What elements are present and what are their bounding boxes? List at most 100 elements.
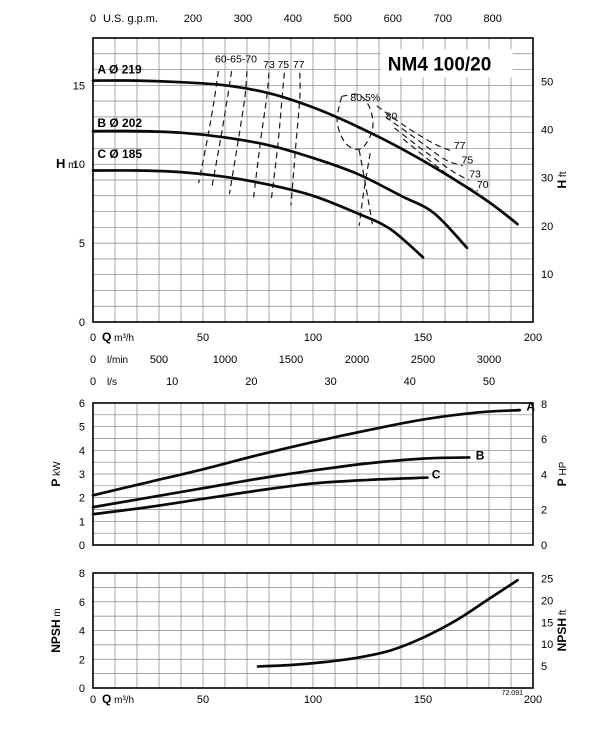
label-part: m³/h <box>111 695 134 706</box>
top-tick-label: 700 <box>434 13 452 25</box>
bottom-axis-unit: l/s <box>107 377 117 388</box>
left-tick-label: 0 <box>79 317 85 329</box>
left-tick-label: 10 <box>73 159 85 171</box>
bottom-axis-unit: Q m³/h <box>102 330 134 344</box>
head-curve-B <box>91 129 469 250</box>
curve-annotation: 75 <box>277 59 289 71</box>
bottom-tick-label: 2000 <box>345 354 369 366</box>
left-tick-label: 6 <box>79 398 85 410</box>
left-tick-label: 5 <box>79 238 85 250</box>
bottom-tick-label: 150 <box>414 332 432 344</box>
efficiency-curve-75-right <box>385 116 463 167</box>
right-tick-label: 0 <box>541 540 547 552</box>
curve-annotation: C Ø 185 <box>97 147 142 161</box>
top-tick-label: 500 <box>334 13 352 25</box>
bottom-tick-label: 100 <box>304 694 322 706</box>
right-axis-title: NPSH ft <box>555 609 569 651</box>
bottom-tick-label: 2500 <box>411 354 435 366</box>
bottom-tick-label: 40 <box>404 376 416 388</box>
head-curve-C <box>91 169 425 259</box>
efficiency-curve-73-right <box>394 127 470 181</box>
curve-annotation: 73 <box>263 59 275 71</box>
right-tick-label: 20 <box>541 221 553 233</box>
top-tick-label: 800 <box>484 13 502 25</box>
right-tick-label: 30 <box>541 173 553 185</box>
bottom-tick-label: 1500 <box>279 354 303 366</box>
top-tick-label: 0 <box>90 13 96 25</box>
efficiency-curve-60 <box>198 71 219 184</box>
right-tick-label: 50 <box>541 77 553 89</box>
left-tick-label: 5 <box>79 422 85 434</box>
head-plot-border <box>92 37 534 323</box>
label-part: H <box>555 180 569 189</box>
right-tick-label: 2 <box>541 505 547 517</box>
bottom-tick-label: 100 <box>304 332 322 344</box>
npsh-plot-border <box>92 572 534 689</box>
left-tick-label: 0 <box>79 683 85 695</box>
efficiency-curve-77-right <box>376 105 455 153</box>
bottom-tick-label: 20 <box>245 376 257 388</box>
left-tick-label: 2 <box>79 493 85 505</box>
left-axis-title: H m <box>56 156 77 171</box>
label-part: m³/h <box>111 333 134 344</box>
efficiency-curve-65 <box>211 71 233 188</box>
bottom-axis-unit: l/min <box>107 355 128 366</box>
curve-annotation: 77 <box>293 59 305 71</box>
bottom-tick-label: 30 <box>324 376 336 388</box>
label-part: l/min <box>107 355 128 366</box>
bottom-tick-label: 0 <box>90 376 96 388</box>
curve-annotation: C <box>432 468 441 482</box>
left-axis-title: NPSH m <box>49 608 63 652</box>
right-tick-label: 10 <box>541 269 553 281</box>
curve-annotation: 80 <box>386 110 398 122</box>
efficiency-curve-73 <box>253 72 270 198</box>
bottom-tick-label: 50 <box>483 376 495 388</box>
npsh-grid <box>92 572 534 689</box>
label-part: P <box>555 478 569 486</box>
left-tick-label: 8 <box>79 568 85 580</box>
bottom-tick-label: 50 <box>197 694 209 706</box>
bottom-tick-label: 500 <box>150 354 168 366</box>
curve-annotation: 70 <box>477 179 489 191</box>
label-part: P <box>49 479 63 487</box>
curve-annotation: B Ø 202 <box>97 116 142 130</box>
label-part: Q <box>102 692 111 706</box>
label-part: Q <box>102 330 111 344</box>
curve-annotation: 77 <box>454 140 466 152</box>
curve-annotation: A <box>526 400 535 414</box>
left-tick-label: 6 <box>79 597 85 609</box>
top-tick-label: 200 <box>184 13 202 25</box>
right-tick-label: 20 <box>541 595 553 607</box>
right-axis-title: H ft <box>555 171 569 188</box>
efficiency-curve-70 <box>228 71 248 195</box>
npsh-curve-NPSH <box>256 578 519 668</box>
label-part: ft <box>558 609 569 618</box>
left-tick-label: 3 <box>79 469 85 481</box>
label-part: ft <box>558 171 569 180</box>
curve-annotation: 60-65-70 <box>215 53 257 65</box>
bottom-tick-label: 10 <box>166 376 178 388</box>
efficiency-curve-77 <box>290 72 301 206</box>
power-curve-C <box>91 476 429 516</box>
right-tick-label: 4 <box>541 469 547 481</box>
power-curve-A <box>91 408 522 497</box>
right-tick-label: 5 <box>541 661 547 673</box>
bottom-tick-label: 200 <box>524 694 542 706</box>
right-tick-label: 6 <box>541 434 547 446</box>
top-axis-unit: U.S. g.p.m. <box>103 13 158 25</box>
label-part: m <box>52 608 63 619</box>
left-tick-label: 4 <box>79 445 85 457</box>
pump-model-title: NM4 100/20 <box>388 54 492 75</box>
bottom-tick-label: 0 <box>90 354 96 366</box>
right-axis-title: P HP <box>555 461 569 486</box>
curve-annotation: 73 <box>469 169 481 181</box>
left-tick-label: 4 <box>79 626 85 638</box>
label-part: H <box>56 156 65 171</box>
bottom-tick-label: 200 <box>524 332 542 344</box>
right-tick-label: 40 <box>541 125 553 137</box>
efficiency-curve-75 <box>270 72 285 201</box>
